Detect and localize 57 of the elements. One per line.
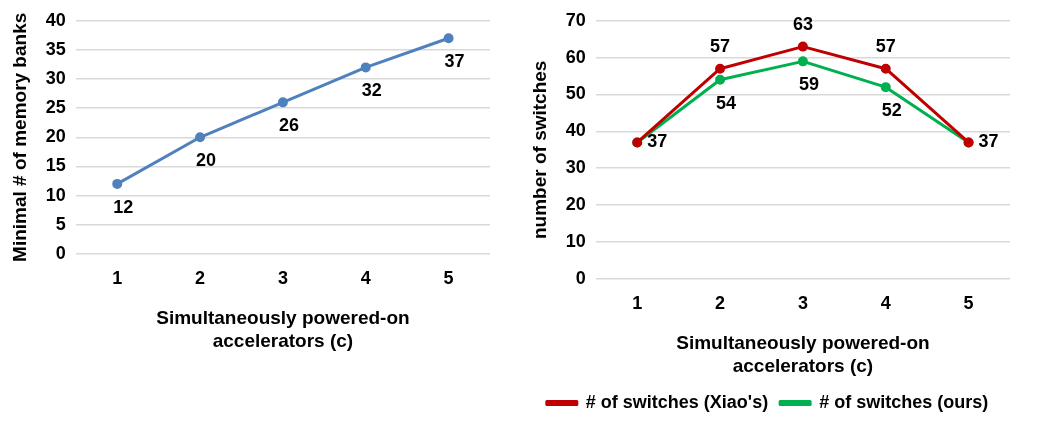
point bbox=[880, 63, 891, 74]
data-label: 20 bbox=[196, 150, 217, 171]
y-tick-label: 35 bbox=[45, 38, 66, 59]
point bbox=[112, 178, 123, 189]
y-tick-label: 20 bbox=[565, 194, 586, 215]
x-tick-label: 3 bbox=[797, 292, 808, 313]
point bbox=[360, 62, 371, 73]
y-tick-label: 60 bbox=[565, 46, 586, 67]
point bbox=[277, 97, 288, 108]
y-tick-label: 25 bbox=[45, 97, 66, 118]
data-label: 32 bbox=[361, 80, 382, 101]
x-tick-label: 3 bbox=[277, 267, 288, 288]
x-tick-label: 1 bbox=[632, 292, 643, 313]
y-tick-label: 30 bbox=[45, 68, 66, 89]
data-label: 52 bbox=[881, 100, 902, 121]
point bbox=[715, 74, 726, 85]
data-label: 37 bbox=[978, 131, 999, 152]
point bbox=[797, 41, 808, 52]
legend-label: # of switches (ours) bbox=[819, 391, 989, 412]
y-tick-label: 15 bbox=[45, 155, 66, 176]
data-label: 59 bbox=[798, 74, 819, 95]
point bbox=[443, 33, 454, 44]
x-tick-label: 4 bbox=[880, 292, 891, 313]
legend-label: # of switches (Xiao's) bbox=[585, 391, 769, 412]
x-tick-label: 1 bbox=[112, 267, 123, 288]
y-tick-label: 5 bbox=[55, 213, 66, 234]
y-tick-label: 30 bbox=[565, 157, 586, 178]
y-tick-label: 70 bbox=[565, 9, 586, 30]
x-axis-title: Simultaneously powered-on accelerators (c) bbox=[156, 307, 410, 351]
x-tick-label: 5 bbox=[443, 267, 454, 288]
y-tick-label: 10 bbox=[565, 230, 586, 251]
y-tick-label: 50 bbox=[565, 83, 586, 104]
x-tick-label: 2 bbox=[715, 292, 726, 313]
data-label: 57 bbox=[710, 35, 731, 56]
data-label: 12 bbox=[113, 196, 134, 217]
x-tick-label: 5 bbox=[963, 292, 974, 313]
data-label: 63 bbox=[792, 13, 813, 34]
y-axis-title: number of switches bbox=[528, 60, 550, 240]
y-tick-label: 40 bbox=[45, 9, 66, 30]
point bbox=[715, 63, 726, 74]
data-label: 37 bbox=[444, 51, 465, 72]
y-tick-label: 0 bbox=[55, 242, 66, 263]
y-axis-title: Minimal # of memory banks bbox=[8, 12, 30, 262]
data-label: 54 bbox=[716, 92, 737, 113]
data-label: 26 bbox=[278, 115, 299, 136]
y-tick-label: 40 bbox=[565, 120, 586, 141]
x-axis-title: Simultaneously powered-on accelerators (c) bbox=[676, 332, 930, 376]
data-label: 57 bbox=[875, 35, 896, 56]
point bbox=[880, 82, 891, 93]
x-tick-label: 2 bbox=[195, 267, 206, 288]
point bbox=[195, 132, 206, 143]
x-tick-label: 4 bbox=[360, 267, 371, 288]
y-tick-label: 10 bbox=[45, 184, 66, 205]
y-tick-label: 20 bbox=[45, 126, 66, 147]
y-tick-label: 0 bbox=[575, 267, 586, 288]
data-label: 37 bbox=[647, 131, 668, 152]
point bbox=[797, 56, 808, 67]
